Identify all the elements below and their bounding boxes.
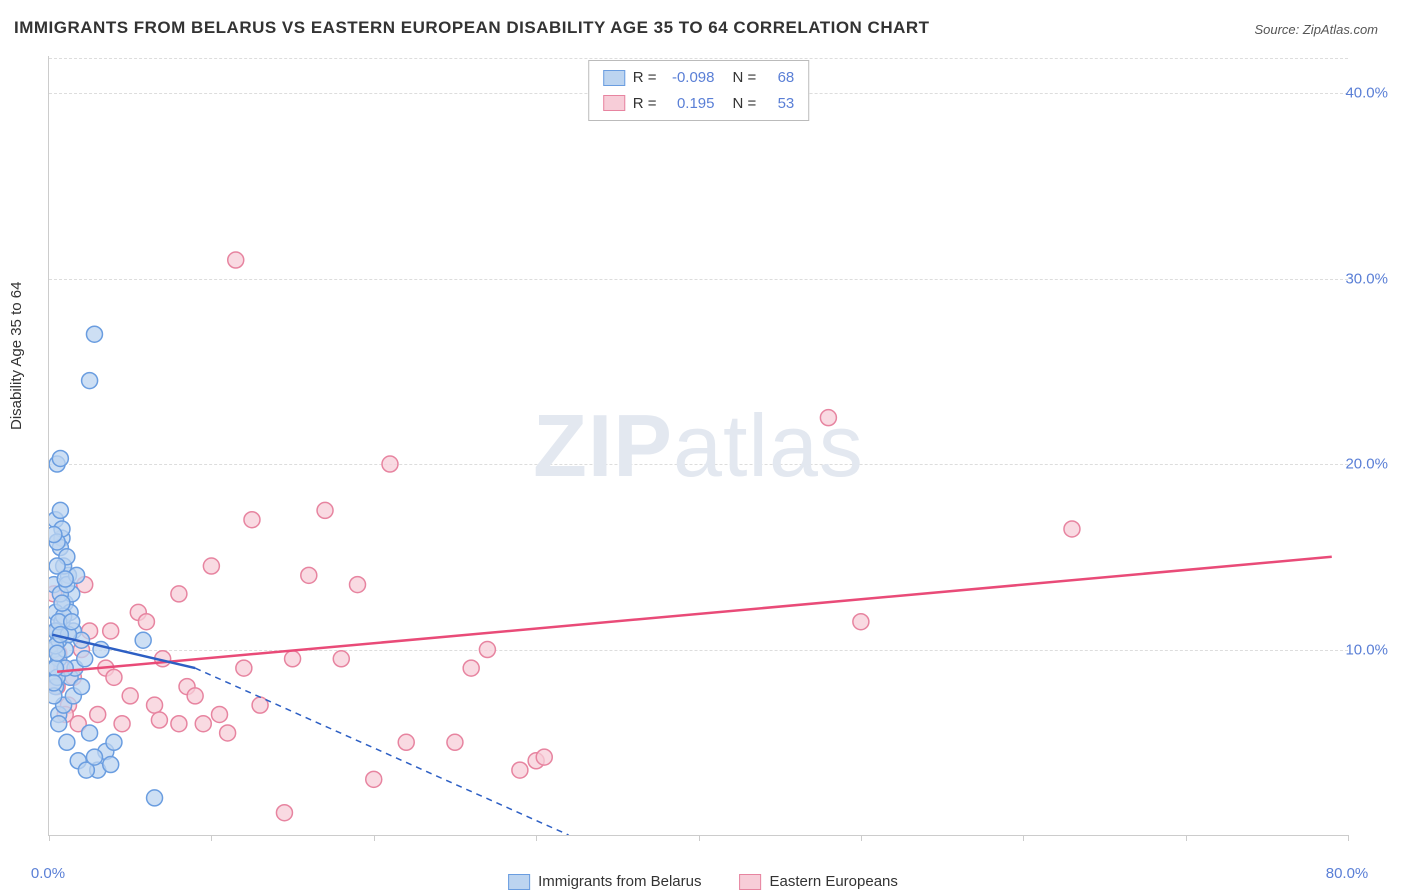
xtick-mark bbox=[374, 835, 375, 841]
chart-svg bbox=[49, 56, 1348, 835]
y-axis-label: Disability Age 35 to 64 bbox=[8, 282, 25, 430]
xtick-mark bbox=[49, 835, 50, 841]
legend-item-eastern: Eastern Europeans bbox=[739, 873, 897, 890]
ytick-label: 20.0% bbox=[1345, 456, 1388, 473]
ytick-label: 10.0% bbox=[1345, 641, 1388, 658]
xtick-mark bbox=[211, 835, 212, 841]
legend-swatch-eastern bbox=[739, 874, 761, 890]
xtick-mark bbox=[1023, 835, 1024, 841]
legend-item-belarus: Immigrants from Belarus bbox=[508, 873, 701, 890]
xtick-mark bbox=[861, 835, 862, 841]
xtick-label: 0.0% bbox=[31, 865, 65, 882]
stats-row-eastern: R = 0.195 N = 53 bbox=[603, 91, 795, 117]
xtick-mark bbox=[1186, 835, 1187, 841]
xtick-label: 80.0% bbox=[1326, 865, 1369, 882]
stats-row-belarus: R = -0.098 N = 68 bbox=[603, 65, 795, 91]
legend-label-eastern: Eastern Europeans bbox=[769, 873, 897, 890]
xtick-mark bbox=[536, 835, 537, 841]
plot-area: ZIPatlas R = -0.098 N = 68 R = 0.195 N =… bbox=[48, 56, 1348, 836]
stats-box: R = -0.098 N = 68 R = 0.195 N = 53 bbox=[588, 60, 810, 121]
legend-bottom: Immigrants from Belarus Eastern European… bbox=[508, 873, 898, 890]
swatch-belarus bbox=[603, 70, 625, 86]
legend-swatch-belarus bbox=[508, 874, 530, 890]
legend-label-belarus: Immigrants from Belarus bbox=[538, 873, 701, 890]
source-label: Source: ZipAtlas.com bbox=[1254, 22, 1378, 37]
ytick-label: 40.0% bbox=[1345, 85, 1388, 102]
swatch-eastern bbox=[603, 95, 625, 111]
chart-title: IMMIGRANTS FROM BELARUS VS EASTERN EUROP… bbox=[14, 18, 930, 38]
ytick-label: 30.0% bbox=[1345, 270, 1388, 287]
xtick-mark bbox=[1348, 835, 1349, 841]
xtick-mark bbox=[699, 835, 700, 841]
